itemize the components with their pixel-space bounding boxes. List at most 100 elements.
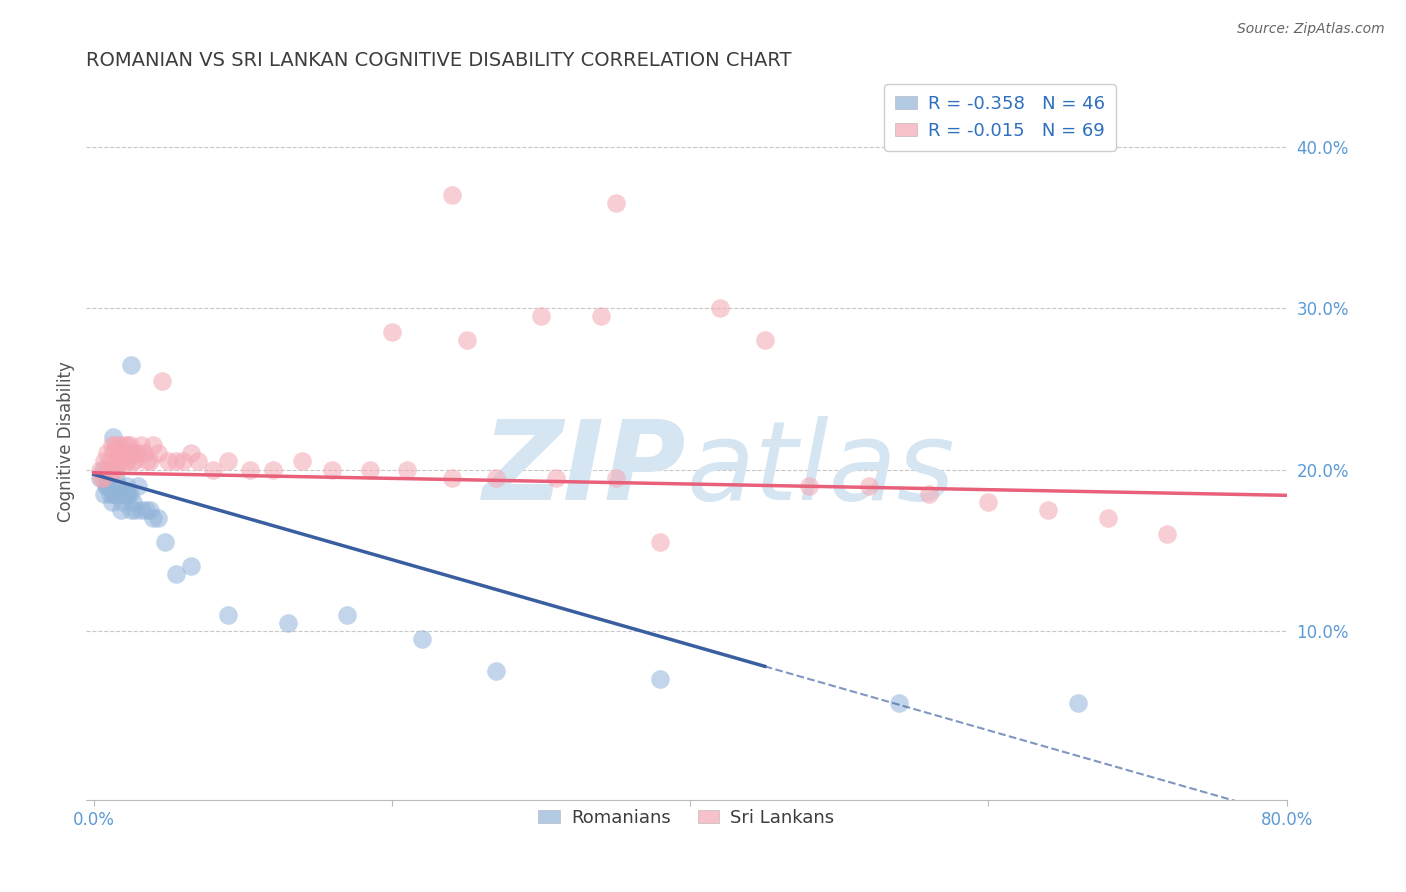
Point bbox=[98, 486, 121, 500]
Point bbox=[336, 607, 359, 622]
Point bbox=[108, 438, 131, 452]
Point bbox=[115, 478, 138, 492]
Point bbox=[89, 462, 111, 476]
Point bbox=[262, 462, 284, 476]
Point bbox=[131, 438, 153, 452]
Point bbox=[104, 438, 127, 452]
Text: Source: ZipAtlas.com: Source: ZipAtlas.com bbox=[1237, 22, 1385, 37]
Point bbox=[180, 559, 202, 574]
Point bbox=[395, 462, 418, 476]
Point bbox=[754, 334, 776, 348]
Point bbox=[1097, 511, 1119, 525]
Point bbox=[107, 446, 129, 460]
Point bbox=[117, 486, 139, 500]
Point bbox=[239, 462, 262, 476]
Point bbox=[101, 446, 124, 460]
Point bbox=[544, 470, 567, 484]
Point bbox=[96, 446, 118, 460]
Point bbox=[114, 486, 136, 500]
Point bbox=[105, 486, 128, 500]
Point bbox=[100, 438, 122, 452]
Point bbox=[485, 470, 508, 484]
Point bbox=[104, 486, 127, 500]
Point bbox=[90, 470, 112, 484]
Point bbox=[121, 495, 143, 509]
Point bbox=[134, 446, 156, 460]
Point bbox=[110, 503, 132, 517]
Point bbox=[146, 446, 169, 460]
Point bbox=[98, 462, 121, 476]
Point bbox=[93, 486, 115, 500]
Point bbox=[96, 478, 118, 492]
Text: atlas: atlas bbox=[686, 417, 955, 524]
Point bbox=[100, 495, 122, 509]
Point bbox=[155, 535, 177, 549]
Point bbox=[142, 511, 165, 525]
Point bbox=[530, 310, 553, 324]
Point bbox=[217, 454, 239, 468]
Point bbox=[217, 607, 239, 622]
Point bbox=[127, 478, 149, 492]
Point bbox=[124, 503, 146, 517]
Point bbox=[605, 470, 627, 484]
Point bbox=[187, 454, 209, 468]
Point bbox=[381, 326, 404, 340]
Point bbox=[111, 495, 134, 509]
Point bbox=[650, 535, 672, 549]
Point bbox=[107, 478, 129, 492]
Point bbox=[139, 503, 162, 517]
Point bbox=[105, 454, 128, 468]
Point bbox=[91, 462, 114, 476]
Point bbox=[157, 454, 180, 468]
Point bbox=[799, 478, 821, 492]
Point bbox=[440, 470, 463, 484]
Point bbox=[115, 486, 138, 500]
Point bbox=[291, 454, 314, 468]
Point bbox=[202, 462, 225, 476]
Point bbox=[277, 615, 299, 630]
Point bbox=[172, 454, 194, 468]
Point bbox=[114, 454, 136, 468]
Point bbox=[111, 446, 134, 460]
Point bbox=[122, 454, 145, 468]
Point bbox=[105, 462, 128, 476]
Point bbox=[887, 697, 910, 711]
Point bbox=[101, 430, 124, 444]
Point bbox=[118, 486, 141, 500]
Point bbox=[146, 511, 169, 525]
Point bbox=[180, 446, 202, 460]
Point bbox=[136, 454, 159, 468]
Point bbox=[94, 478, 117, 492]
Point bbox=[97, 478, 120, 492]
Point bbox=[918, 486, 941, 500]
Y-axis label: Cognitive Disability: Cognitive Disability bbox=[58, 361, 75, 522]
Point bbox=[440, 188, 463, 202]
Point bbox=[977, 495, 1000, 509]
Point bbox=[101, 486, 124, 500]
Point bbox=[117, 446, 139, 460]
Point bbox=[115, 438, 138, 452]
Point bbox=[142, 438, 165, 452]
Point bbox=[112, 438, 135, 452]
Point bbox=[456, 334, 478, 348]
Point bbox=[118, 438, 141, 452]
Point bbox=[650, 672, 672, 686]
Text: ROMANIAN VS SRI LANKAN COGNITIVE DISABILITY CORRELATION CHART: ROMANIAN VS SRI LANKAN COGNITIVE DISABIL… bbox=[86, 51, 792, 70]
Text: ZIP: ZIP bbox=[482, 417, 686, 524]
Point bbox=[589, 310, 612, 324]
Point bbox=[131, 503, 153, 517]
Point bbox=[96, 470, 118, 484]
Point bbox=[321, 462, 343, 476]
Point bbox=[94, 462, 117, 476]
Point bbox=[120, 446, 142, 460]
Point bbox=[165, 567, 187, 582]
Point bbox=[165, 454, 187, 468]
Point bbox=[105, 470, 128, 484]
Point bbox=[139, 454, 162, 468]
Point bbox=[108, 486, 131, 500]
Point bbox=[709, 301, 731, 316]
Point bbox=[858, 478, 880, 492]
Point bbox=[359, 462, 381, 476]
Point bbox=[89, 470, 111, 484]
Point bbox=[121, 454, 143, 468]
